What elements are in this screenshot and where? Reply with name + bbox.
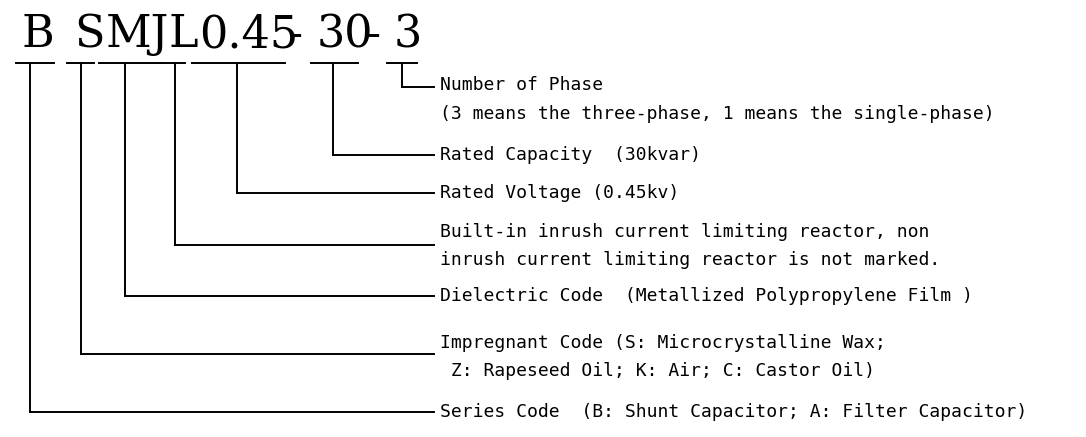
Text: Rated Capacity  (30kvar): Rated Capacity (30kvar) [440, 146, 700, 164]
Text: inrush current limiting reactor is not marked.: inrush current limiting reactor is not m… [440, 251, 940, 269]
Text: Number of Phase: Number of Phase [440, 76, 603, 94]
Text: 30: 30 [317, 13, 374, 56]
Text: Rated Voltage (0.45kv): Rated Voltage (0.45kv) [440, 184, 679, 202]
Text: MJ: MJ [105, 13, 168, 56]
Text: 3: 3 [393, 13, 421, 56]
Text: Impregnant Code (S: Microcrystalline Wax;: Impregnant Code (S: Microcrystalline Wax… [440, 334, 886, 352]
Text: Series Code  (B: Shunt Capacitor; A: Filter Capacitor): Series Code (B: Shunt Capacitor; A: Filt… [440, 402, 1027, 421]
Text: -: - [366, 13, 381, 56]
Text: (3 means the three-phase, 1 means the single-phase): (3 means the three-phase, 1 means the si… [440, 104, 995, 123]
Text: B: B [22, 13, 54, 56]
Text: Dielectric Code  (Metallized Polypropylene Film ): Dielectric Code (Metallized Polypropylen… [440, 287, 973, 305]
Text: Built-in inrush current limiting reactor, non: Built-in inrush current limiting reactor… [440, 223, 930, 242]
Text: Z: Rapeseed Oil; K: Air; C: Castor Oil): Z: Rapeseed Oil; K: Air; C: Castor Oil) [440, 361, 875, 380]
Text: 0.45: 0.45 [199, 13, 298, 56]
Text: L: L [168, 13, 198, 56]
Text: S: S [74, 13, 104, 56]
Text: -: - [288, 13, 303, 56]
